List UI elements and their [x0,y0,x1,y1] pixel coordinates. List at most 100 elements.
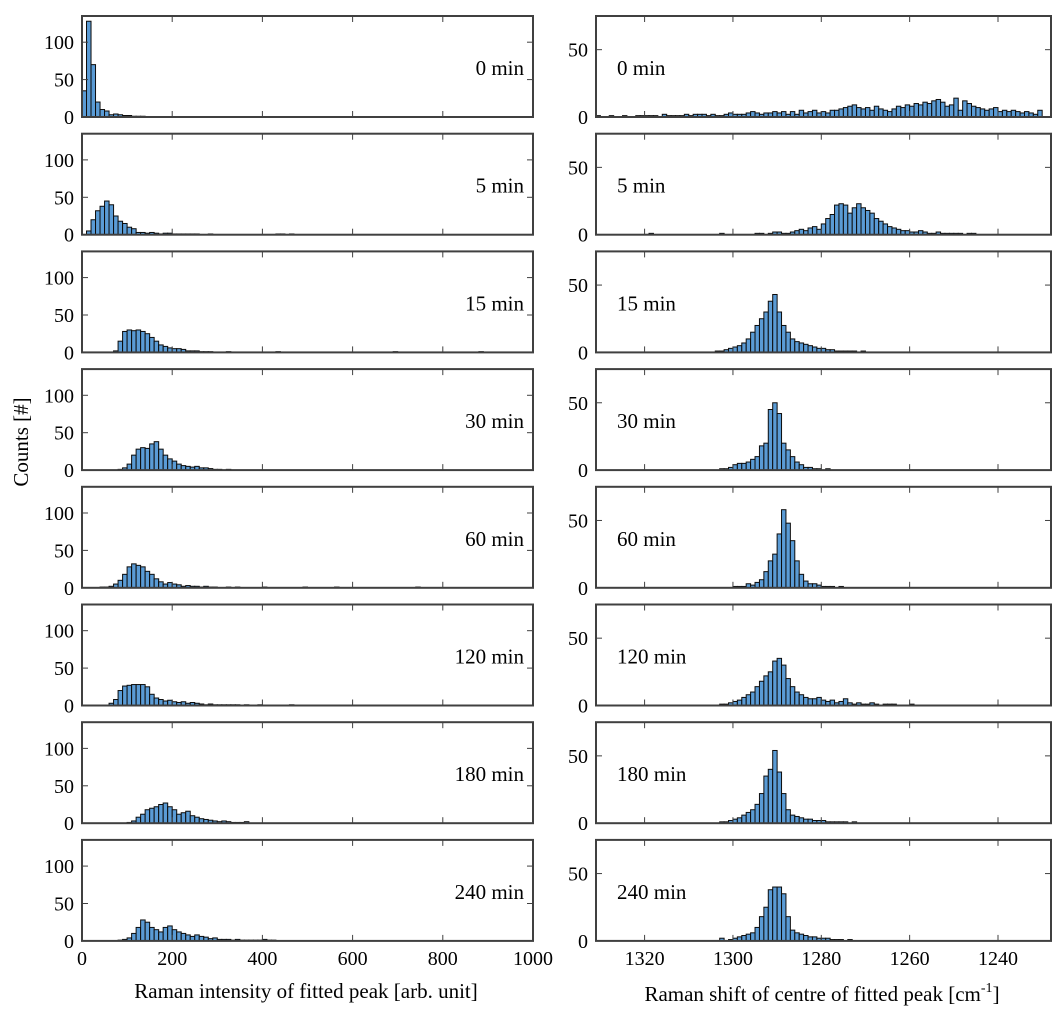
right-bar [794,560,800,589]
right-bar [948,104,955,118]
right-bar [984,109,990,118]
right-bar [807,345,813,353]
right-bar [754,926,760,942]
right-bar [741,814,747,824]
left-panel-label: 0 min [476,56,525,80]
right-bar [1010,109,1017,118]
left-bar [153,441,160,471]
right-bar [763,906,769,942]
left-ytick-label: 0 [64,696,74,718]
right-bar [887,226,893,236]
left-bar [131,330,137,353]
left-bar [86,20,92,118]
left-bar [99,109,106,118]
right-bar [970,105,977,118]
right-bar [966,103,972,118]
right-bar [895,105,902,118]
right-ytick-label: 50 [568,510,588,532]
right-bar [922,101,928,118]
left-panel-frame [81,15,534,118]
right-bar [944,105,950,118]
left-ytick-label: 0 [64,460,74,482]
left-panel-label: 30 min [465,409,524,433]
x-axis-label-right-main: Raman shift of centre of fitted peak [cm [644,982,980,1006]
right-panel-1: 0 50 5 min [568,132,1052,247]
right-bar [763,442,769,471]
left-bar [90,219,97,236]
right-bar [776,533,783,589]
left-bar [117,579,124,589]
right-bar [838,108,844,118]
left-bar [149,693,155,707]
left-bar [140,566,146,589]
left-bar [162,454,169,471]
left-panel-5: 0 50 100 120 min [44,603,534,718]
left-bar [158,931,164,942]
left-panel-1: 0 50 100 5 min [44,132,534,247]
left-bar [140,684,146,706]
left-bar [171,809,178,824]
right-panel-frame [595,838,1052,942]
left-ytick-label: 0 [64,225,74,247]
left-xtick-label: 200 [157,948,187,970]
right-bar [953,97,959,118]
left-bar [122,330,128,353]
right-bar [979,108,986,118]
left-bar [126,566,133,589]
left-bar [135,329,142,353]
left-bar [176,813,182,824]
left-panel-label: 120 min [455,645,525,669]
left-xtick-label: 400 [247,948,277,970]
left-panel-label: 5 min [476,174,525,198]
right-bar [750,691,756,707]
left-bar [167,806,173,824]
right-bar [754,324,760,353]
left-bar [153,697,160,707]
x-axis-label-right-close: ] [993,982,1000,1006]
right-bar [789,686,796,707]
left-bar [167,458,173,471]
right-bar [789,540,796,589]
left-bar [126,329,133,353]
right-bar [754,456,760,471]
left-bar [171,460,178,471]
right-bar [763,775,769,824]
right-bar [931,100,937,118]
right-bar [745,461,752,471]
right-bar [772,553,778,589]
right-bar [758,680,765,707]
left-bar [90,64,97,118]
left-ytick-label: 100 [44,32,74,54]
left-bar [189,815,196,824]
left-bar [122,573,128,589]
right-bar [926,103,933,118]
right-xtick-label: 1300 [713,948,753,970]
left-ytick-label: 50 [54,776,74,798]
right-bar [789,456,796,471]
left-bar [113,215,119,236]
right-bar [803,343,809,353]
left-bar [135,564,142,589]
left-bar [149,573,155,589]
right-bar [745,694,752,706]
right-bar [750,331,756,353]
right-bar [900,107,906,118]
right-bar [794,932,800,942]
x-axis-label-right-superscript: -1 [981,981,993,996]
left-bar [185,810,191,824]
right-bar [750,458,756,471]
left-bar [158,344,164,353]
left-bar [122,222,128,236]
right-bar [776,311,783,353]
right-panel-label: 5 min [617,174,666,198]
right-bar [935,98,942,118]
right-bar [781,509,787,589]
right-ytick-label: 50 [568,157,588,179]
right-bar [913,103,919,118]
right-bar [825,218,831,236]
right-ytick-label: 50 [568,393,588,415]
right-ytick-label: 0 [578,342,588,364]
left-bar [95,101,101,118]
right-bar [851,207,858,236]
